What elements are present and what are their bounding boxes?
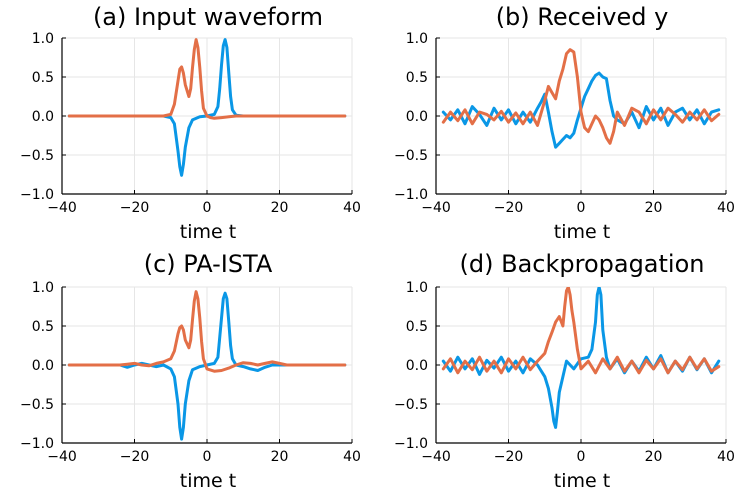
x-tick-label: −20 — [120, 200, 150, 216]
y-tick-label: 0.5 — [32, 319, 54, 335]
series-line-2 — [441, 287, 721, 375]
x-tick-label: 40 — [343, 449, 361, 465]
x-tick-label: −20 — [494, 200, 524, 216]
y-tick-label: 1.0 — [32, 31, 54, 47]
series-line-2 — [441, 48, 721, 145]
series-line-1 — [441, 287, 721, 429]
y-tick-label: −1.0 — [394, 187, 428, 203]
y-tick-label: −0.5 — [20, 148, 54, 164]
y-tick-label: 1.0 — [406, 280, 428, 296]
series-line-2 — [67, 290, 347, 373]
panel-title: (b) Received y — [496, 3, 669, 31]
y-tick-label: 0.0 — [32, 358, 54, 374]
y-tick-label: −1.0 — [20, 187, 54, 203]
x-tick-label: 40 — [717, 200, 735, 216]
y-tick-label: 1.0 — [32, 280, 54, 296]
y-tick-label: 0.5 — [406, 70, 428, 86]
y-tick-label: 0.0 — [32, 109, 54, 125]
panel-input-waveform: (a) Input waveform −40 −20 0 20 40 −1.0 −0.5 0.… — [20, 3, 361, 243]
x-axis-label: time t — [180, 221, 236, 243]
series-line-1 — [67, 38, 347, 177]
y-tick-label: −1.0 — [20, 436, 54, 452]
y-tick-label: 0.0 — [406, 358, 428, 374]
series-line-1 — [441, 71, 721, 149]
x-tick-label: −20 — [120, 449, 150, 465]
series-line-2 — [67, 38, 347, 120]
x-tick-label: 40 — [343, 200, 361, 216]
x-tick-label: 0 — [203, 200, 212, 216]
panel-received-y: (b) Received y −40 −20 0 20 40 −1.0 −0.5 0.0 0.5… — [394, 3, 735, 243]
x-axis-label: time t — [554, 221, 610, 243]
x-tick-label: 0 — [577, 200, 586, 216]
y-tick-label: 0.5 — [32, 70, 54, 86]
x-tick-label: 20 — [645, 449, 663, 465]
y-tick-label: 1.0 — [406, 31, 428, 47]
x-tick-label: 20 — [271, 200, 289, 216]
y-tick-label: −0.5 — [20, 397, 54, 413]
y-tick-label: −1.0 — [394, 436, 428, 452]
y-tick-label: 0.5 — [406, 319, 428, 335]
x-tick-label: 20 — [271, 449, 289, 465]
x-tick-label: 20 — [645, 200, 663, 216]
panel-title: (a) Input waveform — [93, 3, 323, 31]
x-tick-label: −40 — [421, 200, 451, 216]
y-tick-label: −0.5 — [394, 148, 428, 164]
y-tick-label: 0.0 — [406, 109, 428, 125]
x-tick-label: 40 — [717, 449, 735, 465]
x-axis-label: time t — [554, 470, 610, 492]
x-tick-label: −40 — [47, 449, 77, 465]
panel-backpropagation: (d) Backpropagation −40 −20 0 20 40 −1.0 −0.5 0… — [394, 250, 735, 492]
x-axis-label: time t — [180, 470, 236, 492]
panel-title: (d) Backpropagation — [460, 250, 705, 278]
x-tick-label: −20 — [494, 449, 524, 465]
x-tick-label: 0 — [203, 449, 212, 465]
x-tick-label: −40 — [47, 200, 77, 216]
panel-title: (c) PA-ISTA — [144, 250, 273, 278]
y-tick-label: −0.5 — [394, 397, 428, 413]
x-tick-label: −40 — [421, 449, 451, 465]
x-tick-label: 0 — [577, 449, 586, 465]
panel-pa-ista: (c) PA-ISTA −40 −20 0 20 40 −1.0 −0.5 0.0 0.5 1.0… — [20, 250, 361, 492]
